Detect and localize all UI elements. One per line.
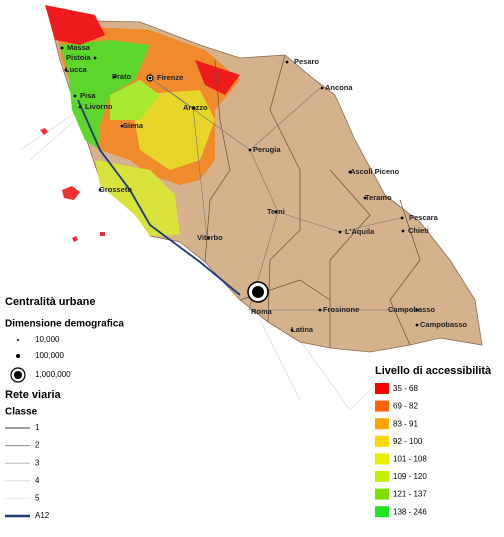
color-swatch bbox=[375, 471, 389, 482]
color-swatch bbox=[375, 506, 389, 518]
city-label: Siena bbox=[123, 121, 144, 130]
color-swatch bbox=[375, 453, 389, 465]
city-label: Chieti bbox=[408, 226, 429, 235]
city-marker bbox=[120, 124, 124, 128]
city-marker bbox=[400, 216, 404, 220]
city-label: Viterbo bbox=[197, 233, 223, 242]
road-label: A12 bbox=[35, 511, 50, 520]
city-label: Massa bbox=[67, 43, 91, 52]
city-label: Ascoli Piceno bbox=[350, 167, 400, 176]
class-label: 92 - 100 bbox=[393, 437, 423, 446]
city-marker bbox=[363, 196, 367, 200]
size-title: Dimensione demografica bbox=[5, 319, 124, 330]
city-marker bbox=[290, 328, 294, 332]
city-label: Perugia bbox=[253, 145, 281, 154]
city-marker bbox=[60, 46, 64, 50]
road-label: 4 bbox=[35, 476, 40, 485]
road-label: 1 bbox=[35, 423, 40, 432]
city-marker bbox=[248, 148, 252, 152]
map-shapes bbox=[19, 5, 483, 411]
class-label: 69 - 82 bbox=[393, 402, 418, 411]
city-marker bbox=[415, 323, 419, 327]
city-marker bbox=[285, 60, 289, 64]
road-label: 5 bbox=[35, 494, 40, 503]
color-swatch bbox=[375, 418, 389, 430]
size-symbol bbox=[14, 371, 22, 379]
city-label: Pistoia bbox=[66, 53, 91, 62]
class-label: 35 - 68 bbox=[393, 384, 418, 393]
zone-lightgreen bbox=[110, 80, 160, 120]
city-marker bbox=[148, 76, 152, 80]
city-marker bbox=[192, 106, 196, 110]
city-marker bbox=[338, 230, 342, 234]
color-swatch bbox=[375, 435, 389, 447]
city-label: Campobasso bbox=[388, 305, 436, 314]
city-label: Prato bbox=[112, 72, 132, 81]
class-label: 101 - 108 bbox=[393, 455, 427, 464]
city-label: Ancona bbox=[325, 83, 353, 92]
size-symbol bbox=[17, 339, 19, 341]
size-label: 1,000,000 bbox=[35, 370, 71, 379]
class-label: 138 - 246 bbox=[393, 507, 427, 516]
city-label: L'Aquila bbox=[345, 227, 375, 236]
city-marker bbox=[415, 308, 419, 312]
class-label: 121 - 137 bbox=[393, 490, 427, 499]
city-label: Arezzo bbox=[183, 103, 208, 112]
size-label: 100,000 bbox=[35, 351, 64, 360]
color-swatch bbox=[375, 488, 389, 500]
city-label: Firenze bbox=[157, 73, 183, 82]
highway-a12 bbox=[77, 99, 241, 296]
city-label: Teramo bbox=[365, 193, 392, 202]
sea-links bbox=[19, 109, 401, 411]
city-label: Terni bbox=[267, 207, 285, 216]
city-label: Livorno bbox=[85, 102, 113, 111]
city-marker bbox=[401, 229, 405, 233]
city-marker bbox=[348, 170, 352, 174]
city-marker bbox=[64, 68, 68, 72]
class-label: 83 - 91 bbox=[393, 419, 418, 428]
zone-red2 bbox=[195, 60, 240, 95]
city-marker bbox=[73, 94, 77, 98]
city-label: Lucca bbox=[65, 65, 88, 74]
city-label: Grosseto bbox=[99, 185, 132, 194]
borders bbox=[204, 54, 421, 348]
city-label: Frosinone bbox=[323, 305, 359, 314]
size-label: 10,000 bbox=[35, 335, 60, 344]
city-marker bbox=[98, 188, 102, 192]
zone-yellow bbox=[130, 90, 215, 170]
zone-yellow2 bbox=[95, 160, 180, 236]
zone-red bbox=[45, 5, 105, 45]
city-label: Pescara bbox=[409, 213, 439, 222]
city-marker bbox=[113, 75, 117, 79]
city-marker bbox=[320, 86, 324, 90]
city-label: Pesaro bbox=[294, 57, 319, 66]
zone-green bbox=[60, 40, 150, 150]
legend: Centralità urbane Dimensione demografica… bbox=[5, 296, 492, 520]
legend-title: Centralità urbane bbox=[5, 296, 95, 308]
city-marker bbox=[206, 236, 210, 240]
city-marker bbox=[93, 56, 97, 60]
city-label: Pisa bbox=[80, 91, 96, 100]
color-swatch bbox=[375, 400, 389, 412]
city-label: Latina bbox=[291, 325, 314, 334]
road-label: 2 bbox=[35, 441, 40, 450]
city-label: Roma bbox=[251, 307, 273, 316]
city-marker bbox=[252, 286, 264, 298]
city-marker bbox=[78, 105, 82, 109]
accessibility-title: Livello di accessibilità bbox=[375, 365, 492, 377]
size-symbol bbox=[16, 354, 20, 358]
road-title: Rete viaria bbox=[5, 389, 62, 401]
city-marker bbox=[274, 210, 278, 214]
city-label: Campobasso bbox=[420, 320, 468, 329]
city-marker bbox=[318, 308, 322, 312]
class-title: Classe bbox=[5, 407, 38, 418]
road-label: 3 bbox=[35, 458, 40, 467]
color-swatch bbox=[375, 383, 389, 394]
class-label: 109 - 120 bbox=[393, 472, 427, 481]
